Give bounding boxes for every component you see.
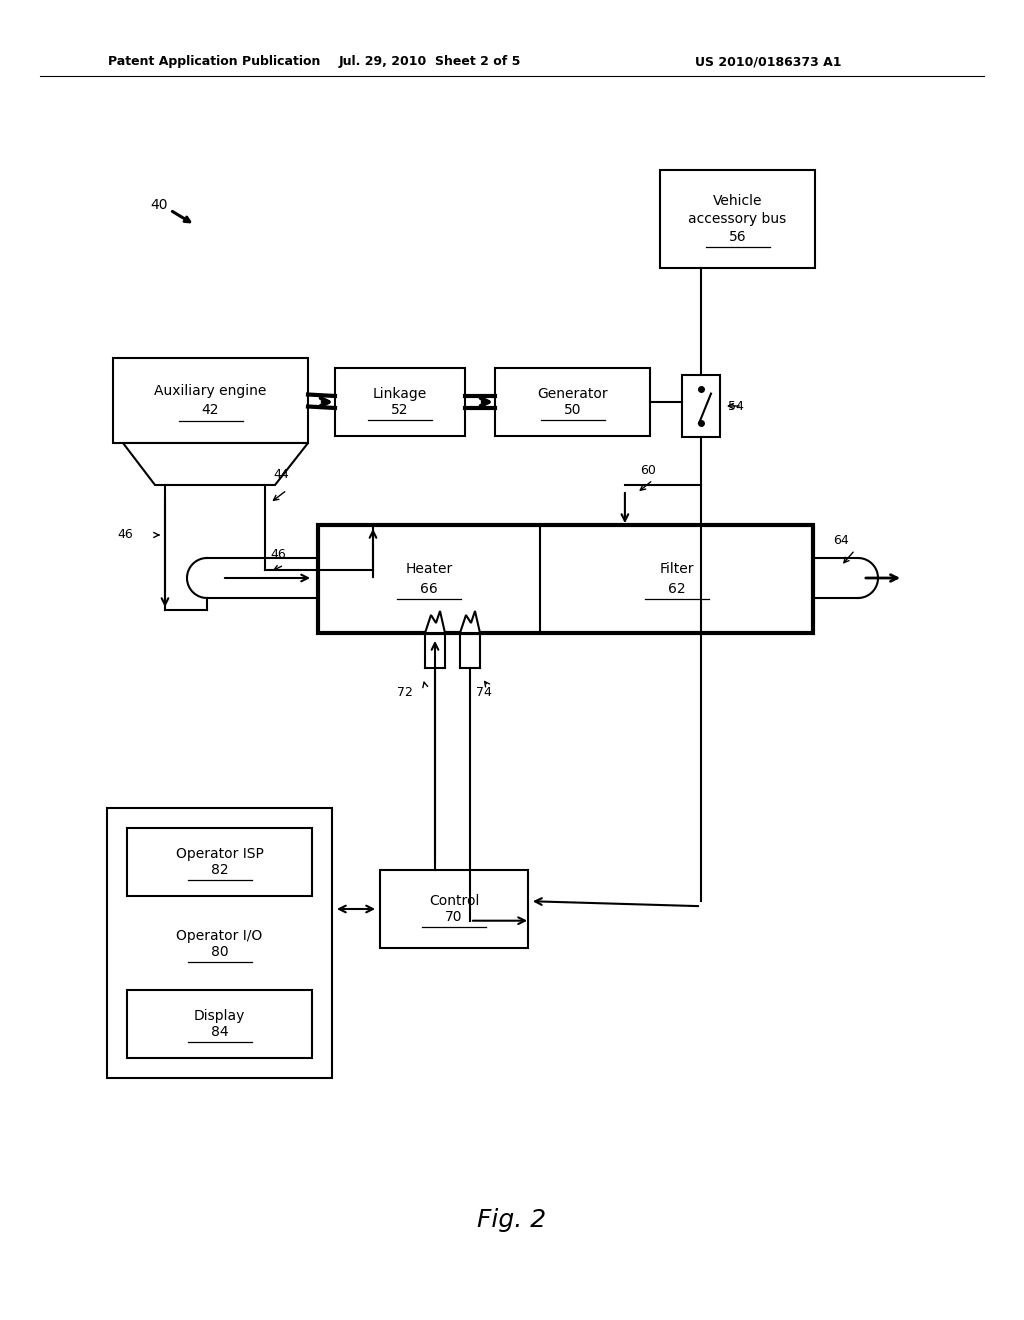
Polygon shape — [425, 611, 445, 634]
Polygon shape — [123, 444, 308, 484]
Bar — [127, 828, 312, 896]
Bar — [682, 375, 720, 437]
Text: Heater: Heater — [406, 562, 453, 576]
Polygon shape — [460, 611, 480, 634]
Text: Auxiliary engine: Auxiliary engine — [155, 384, 266, 397]
Text: Vehicle: Vehicle — [713, 194, 762, 209]
Bar — [495, 368, 650, 436]
Bar — [660, 170, 815, 268]
Text: 54: 54 — [728, 400, 743, 412]
Text: Operator I/O: Operator I/O — [176, 929, 262, 942]
Text: Filter: Filter — [659, 562, 693, 576]
Text: 80: 80 — [211, 945, 228, 960]
Text: 50: 50 — [564, 403, 582, 417]
Bar — [127, 990, 312, 1059]
Text: 82: 82 — [211, 863, 228, 876]
Text: Patent Application Publication: Patent Application Publication — [108, 55, 321, 69]
Text: 46: 46 — [270, 549, 286, 561]
Text: 72: 72 — [397, 686, 413, 700]
Text: 42: 42 — [202, 404, 219, 417]
Bar — [318, 525, 813, 634]
Text: 46: 46 — [117, 528, 133, 541]
Text: Fig. 2: Fig. 2 — [477, 1208, 547, 1232]
Text: Linkage: Linkage — [373, 387, 427, 401]
Text: 60: 60 — [640, 463, 655, 477]
Text: 64: 64 — [833, 533, 849, 546]
Text: 56: 56 — [729, 230, 746, 244]
Text: 52: 52 — [391, 403, 409, 417]
Text: 40: 40 — [150, 198, 168, 213]
Text: 44: 44 — [273, 469, 289, 482]
Text: 70: 70 — [445, 909, 463, 924]
Text: 66: 66 — [420, 582, 438, 597]
Text: accessory bus: accessory bus — [688, 213, 786, 226]
Text: 62: 62 — [668, 582, 685, 597]
Text: Jul. 29, 2010  Sheet 2 of 5: Jul. 29, 2010 Sheet 2 of 5 — [339, 55, 521, 69]
Bar — [380, 870, 528, 948]
Bar — [106, 808, 332, 1078]
Bar — [113, 358, 308, 444]
Text: Operator ISP: Operator ISP — [175, 847, 263, 861]
Text: Control: Control — [429, 894, 479, 908]
Text: US 2010/0186373 A1: US 2010/0186373 A1 — [695, 55, 842, 69]
Text: 74: 74 — [476, 686, 492, 700]
Text: Display: Display — [194, 1008, 245, 1023]
Bar — [335, 368, 465, 436]
Text: 84: 84 — [211, 1026, 228, 1039]
Text: Generator: Generator — [538, 387, 608, 401]
